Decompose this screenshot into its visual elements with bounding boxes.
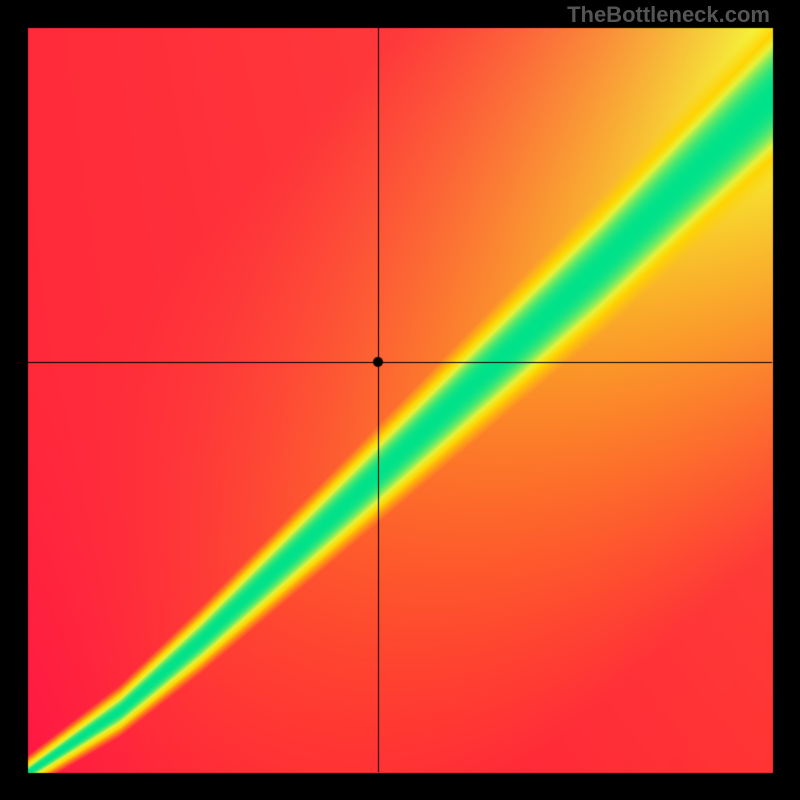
watermark-text: TheBottleneck.com	[567, 2, 770, 28]
bottleneck-heatmap	[0, 0, 800, 800]
chart-container: TheBottleneck.com	[0, 0, 800, 800]
